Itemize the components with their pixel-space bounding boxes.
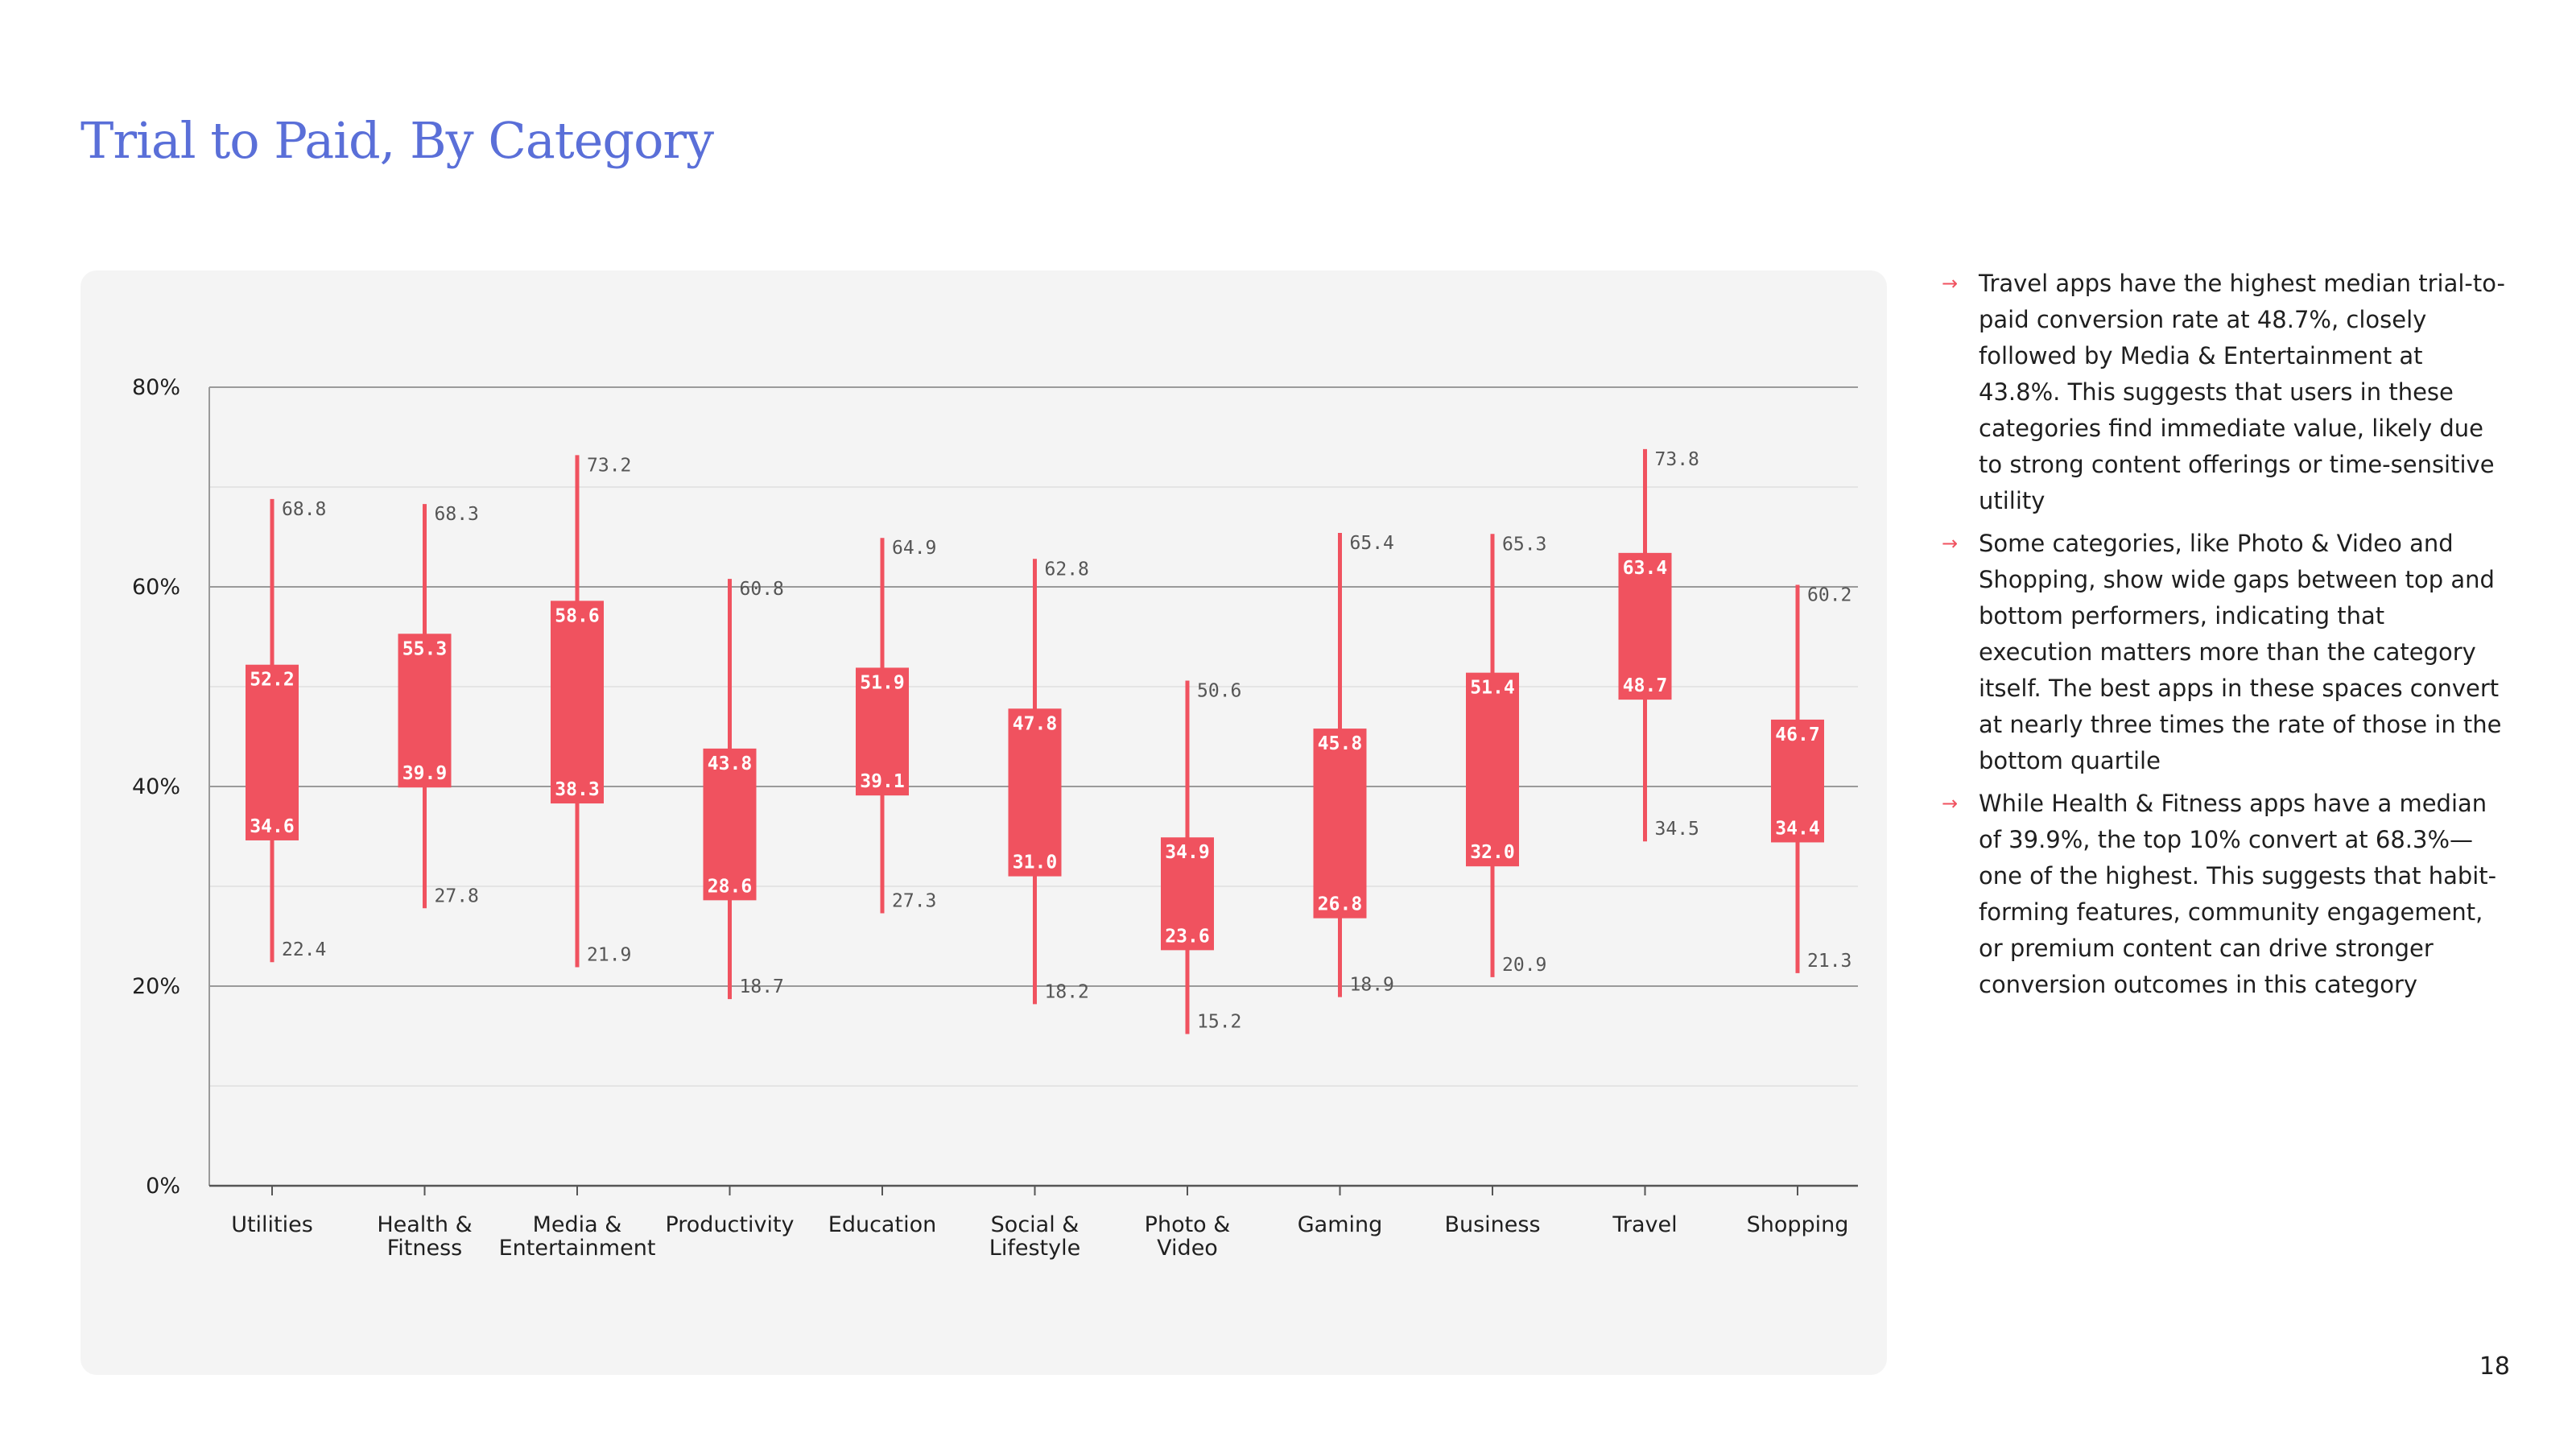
box <box>1008 708 1062 877</box>
arrow-right-icon: → <box>1942 792 1959 815</box>
category-label: Fitness <box>387 1236 463 1261</box>
category-label: Shopping <box>1747 1212 1849 1237</box>
category-label: Travel <box>1612 1212 1677 1237</box>
box <box>1771 719 1824 843</box>
y-tick-label: 40% <box>132 774 180 799</box>
min-value-label: 18.2 <box>1045 981 1089 1002</box>
chart-panel: 0% 20% 40% 60% 80% 68.8 22.4 52.2 34.6 Utilities 6… <box>80 270 1887 1375</box>
max-value-label: 60.8 <box>740 579 784 600</box>
q3-value-label: 51.4 <box>1470 678 1514 699</box>
q3-value-label: 55.3 <box>402 638 447 659</box>
category-label: Video <box>1157 1236 1218 1261</box>
min-value-label: 18.7 <box>740 976 784 997</box>
min-value-label: 27.3 <box>892 890 936 911</box>
q1-value-label: 23.6 <box>1165 926 1209 947</box>
category-label: Photo & <box>1145 1212 1231 1237</box>
category-label: Education <box>828 1212 936 1237</box>
max-value-label: 64.9 <box>892 538 936 559</box>
category-label: Business <box>1444 1212 1540 1237</box>
insights-list: → Travel apps have the highest median tri… <box>1942 266 2505 1009</box>
min-value-label: 20.9 <box>1502 955 1546 976</box>
y-tick-label: 20% <box>132 974 180 999</box>
page-number: 18 <box>2479 1352 2510 1381</box>
q1-value-label: 32.0 <box>1470 842 1514 863</box>
q3-value-label: 51.9 <box>860 672 904 693</box>
box <box>1161 837 1214 951</box>
insight-item: → While Health & Fitness apps have a medi… <box>1942 786 2505 1003</box>
y-tick-label: 0% <box>146 1174 180 1199</box>
arrow-right-icon: → <box>1942 532 1959 555</box>
category-label: Productivity <box>665 1212 794 1237</box>
min-value-label: 15.2 <box>1197 1012 1241 1033</box>
q3-value-label: 58.6 <box>555 605 599 626</box>
q3-value-label: 34.9 <box>1165 842 1209 863</box>
insight-text: Some categories, like Photo & Video and … <box>1979 530 2502 774</box>
min-value-label: 21.3 <box>1807 951 1852 972</box>
q3-value-label: 43.8 <box>708 753 752 774</box>
max-value-label: 65.3 <box>1502 534 1546 555</box>
category-label: Entertainment <box>499 1236 656 1261</box>
max-value-label: 68.8 <box>282 499 326 520</box>
q1-value-label: 38.3 <box>555 779 599 800</box>
q3-value-label: 47.8 <box>1013 713 1057 734</box>
q1-value-label: 34.4 <box>1775 818 1819 839</box>
insight-text: While Health & Fitness apps have a media… <box>1979 790 2497 998</box>
category-label: Social & <box>991 1212 1080 1237</box>
box <box>398 634 452 788</box>
max-value-label: 68.3 <box>435 504 479 525</box>
box <box>856 667 909 796</box>
q1-value-label: 39.9 <box>402 763 447 784</box>
box <box>703 748 757 901</box>
y-tick-label: 80% <box>132 375 180 400</box>
q1-value-label: 39.1 <box>860 771 904 792</box>
category-label: Gaming <box>1298 1212 1383 1237</box>
max-value-label: 62.8 <box>1045 559 1089 580</box>
box <box>551 601 604 804</box>
min-value-label: 18.9 <box>1350 975 1394 996</box>
box <box>1466 672 1519 867</box>
category-label: Media & <box>533 1212 622 1237</box>
q1-value-label: 31.0 <box>1013 852 1057 873</box>
max-value-label: 73.2 <box>587 455 631 476</box>
category-label: Health & <box>377 1212 472 1237</box>
min-value-label: 21.9 <box>587 944 631 965</box>
insight-item: → Some categories, like Photo & Video and… <box>1942 526 2505 779</box>
q1-value-label: 28.6 <box>708 876 752 897</box>
min-value-label: 27.8 <box>435 886 479 906</box>
q1-value-label: 48.7 <box>1623 675 1667 696</box>
max-value-label: 60.2 <box>1807 585 1852 606</box>
boxplot-chart: 0% 20% 40% 60% 80% 68.8 22.4 52.2 34.6 Utilities 6… <box>132 375 1858 1261</box>
q3-value-label: 45.8 <box>1318 733 1362 754</box>
q1-value-label: 34.6 <box>250 816 294 837</box>
category-label: Lifestyle <box>989 1236 1080 1261</box>
box <box>1313 729 1367 919</box>
max-value-label: 50.6 <box>1197 681 1241 702</box>
box <box>1618 552 1672 700</box>
q1-value-label: 26.8 <box>1318 894 1362 915</box>
min-value-label: 34.5 <box>1655 819 1699 840</box>
q3-value-label: 52.2 <box>250 670 294 691</box>
insight-item: → Travel apps have the highest median tri… <box>1942 266 2505 519</box>
max-value-label: 65.4 <box>1350 533 1394 554</box>
category-label: Utilities <box>231 1212 313 1237</box>
box <box>246 664 299 840</box>
arrow-right-icon: → <box>1942 272 1959 295</box>
max-value-label: 73.8 <box>1655 449 1699 470</box>
q3-value-label: 46.7 <box>1775 724 1819 745</box>
insight-text: Travel apps have the highest median tria… <box>1979 270 2505 514</box>
y-tick-label: 60% <box>132 575 180 600</box>
page-title: Trial to Paid, By Category <box>80 110 714 170</box>
min-value-label: 22.4 <box>282 939 326 960</box>
q3-value-label: 63.4 <box>1623 558 1667 579</box>
